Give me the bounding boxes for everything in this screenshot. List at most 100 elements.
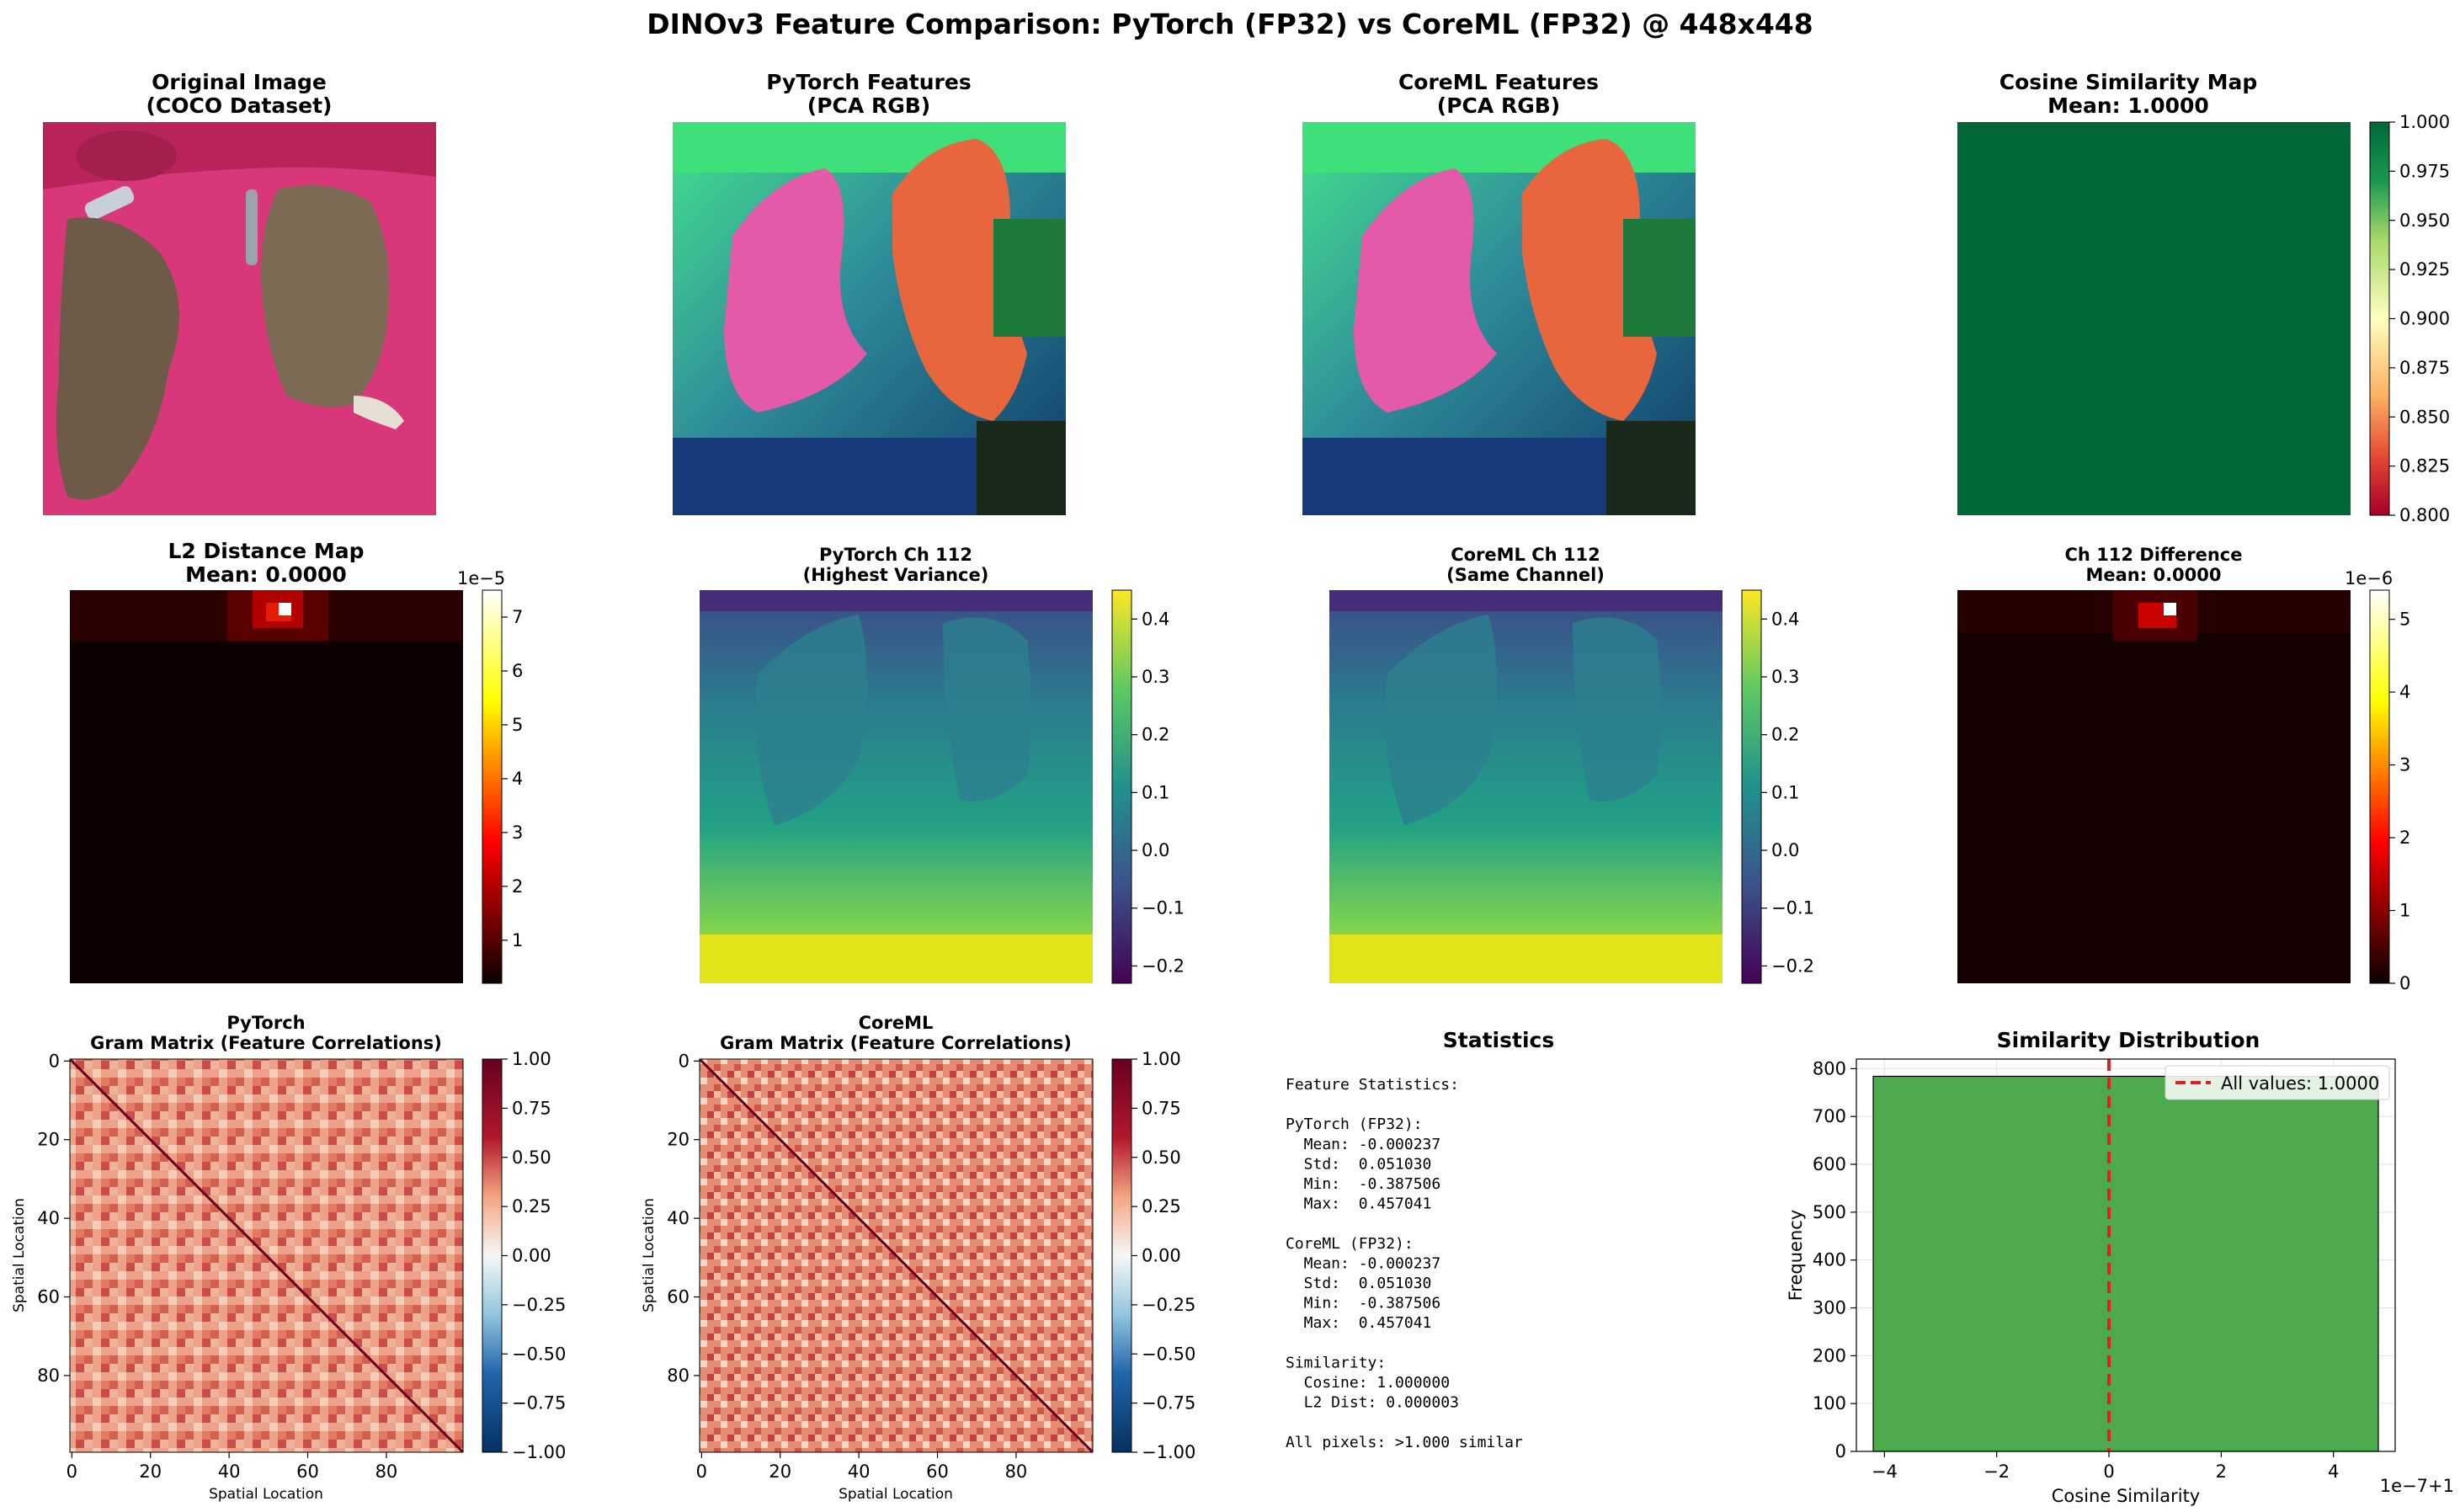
y-tick-label: 600 <box>1813 1154 1846 1174</box>
panel-pytorch-pca: PyTorch Features (PCA RGB) <box>673 70 1066 515</box>
colorbar-tick-label: 0.950 <box>2399 210 2450 231</box>
y-tick-label: 0 <box>679 1051 690 1071</box>
colorbar-tick-label: 2 <box>512 876 523 897</box>
x-axis-label: Cosine Similarity <box>2052 1486 2200 1506</box>
colorbar-tick-label: 2 <box>2399 828 2410 848</box>
panel-pytorch-ch112: PyTorch Ch 112 (Highest Variance) −0.2−0… <box>700 545 1185 984</box>
colorbar-tick-label: 1 <box>2399 901 2410 921</box>
panel-subtitle: Gram Matrix (Feature Correlations) <box>90 1033 442 1053</box>
panel-title: L2 Distance Map <box>168 539 365 563</box>
statistics-line: Mean: -0.000237 <box>1286 1136 1440 1153</box>
colorbar-tick-label: 0.1 <box>1142 782 1169 802</box>
colorbar-ticks: −0.2 −0.1 0.0 0.1 0.2 0.3 0.4 <box>1131 609 1185 976</box>
x-tick-label: 60 <box>926 1461 949 1482</box>
panel-title: Similarity Distribution <box>1997 1028 2260 1052</box>
colorbar-tick-label: −1.00 <box>512 1442 566 1462</box>
panel-title: PyTorch Features <box>766 70 971 94</box>
y-axis-label: Spatial Location <box>641 1198 658 1312</box>
y-axis-label: Frequency <box>1786 1210 1806 1302</box>
colorbar-ticks: 0.800 0.825 0.850 0.875 0.900 0.925 0.950 0.975… <box>2389 112 2450 525</box>
panel-subtitle: Mean: 0.0000 <box>2085 565 2221 585</box>
gram-diagonal <box>698 1057 1094 1454</box>
colorbar-tick-label: 0.825 <box>2399 456 2450 476</box>
panel-similarity-distribution: Similarity Distribution 0 100 200 300 400 500… <box>1786 1028 2454 1506</box>
colorbar-tick-label: 0.3 <box>1142 667 1169 687</box>
colorbar-tick-label: 1.00 <box>512 1049 551 1069</box>
statistics-line: Std: 0.051030 <box>1286 1155 1431 1173</box>
y-tick-label: 0 <box>49 1051 60 1071</box>
y-tick-label: 700 <box>1813 1106 1846 1126</box>
pca-image <box>673 122 1066 515</box>
statistics-line: Min: -0.387506 <box>1286 1295 1440 1312</box>
colorbar-ticks: 1.00 0.75 0.50 0.25 0.00 −0.25 −0.50 −0.75 −1.00 <box>502 1049 566 1462</box>
colorbar-tick-label: 3 <box>2399 755 2410 775</box>
colorbar-tick-label: 0.1 <box>1771 782 1799 802</box>
hist-frame <box>1856 1058 2396 1452</box>
y-tick-label: 100 <box>1813 1393 1846 1414</box>
colorbar-tick-label: 0.25 <box>512 1196 551 1217</box>
panel-ch112-difference: Ch 112 Difference Mean: 0.0000 1e−6 0 1 2 3… <box>1957 545 2410 993</box>
colorbar-tick-label: 1.000 <box>2399 112 2450 132</box>
y-tick-label: 0 <box>1835 1441 1846 1461</box>
colorbar-tick-label: 0.800 <box>2399 505 2450 525</box>
statistics-line: All pixels: >1.000 similar <box>1286 1434 1523 1451</box>
panel-subtitle: (COCO Dataset) <box>146 93 333 118</box>
panel-gram-pytorch: PyTorch Gram Matrix (Feature Correlation… <box>11 1013 566 1503</box>
y-tick-label: 20 <box>667 1130 690 1150</box>
y-tick-label: 80 <box>37 1366 60 1386</box>
channel-heatmap <box>1329 590 1723 983</box>
colorbar-tick-label: 0.2 <box>1142 725 1169 745</box>
panel-subtitle: Mean: 0.0000 <box>185 562 347 587</box>
colorbar-tick-label: 5 <box>2399 610 2410 630</box>
panel-subtitle: (Highest Variance) <box>803 565 989 585</box>
x-tick-label: 20 <box>769 1461 791 1482</box>
panel-title: Original Image <box>152 70 327 94</box>
statistics-line: Max: 0.457041 <box>1286 1195 1431 1213</box>
l2-heatmap <box>70 590 463 983</box>
panel-gram-coreml: CoreML Gram Matrix (Feature Correlations… <box>641 1013 1195 1503</box>
colorbar-tick-label: 0.00 <box>512 1246 551 1266</box>
x-tick-label: 2 <box>2216 1461 2227 1482</box>
panel-title: CoreML <box>859 1013 934 1033</box>
panel-cosine-similarity: Cosine Similarity Map Mean: 1.0000 0.800… <box>1957 70 2450 525</box>
colorbar-tick-label: −0.75 <box>1142 1393 1195 1414</box>
statistics-line: PyTorch (FP32): <box>1286 1115 1423 1133</box>
hist-ticks: 0 100 200 300 400 500 600 700 800 −4 −2 0 2 4 <box>1813 1058 2339 1482</box>
colorbar-tick-label: 0.50 <box>1142 1147 1181 1168</box>
statistics-line: L2 Dist: 0.000003 <box>1286 1394 1459 1412</box>
panel-coreml-ch112: CoreML Ch 112 (Same Channel) −0.2 −0.1 0.0… <box>1329 545 1814 984</box>
colorbar <box>1111 1058 1132 1453</box>
panel-subtitle: (PCA RGB) <box>807 93 930 118</box>
colorbar-tick-label: 4 <box>512 769 523 789</box>
x-tick-label: 0 <box>67 1461 77 1482</box>
colorbar-tick-label: 0.75 <box>1142 1098 1181 1118</box>
x-tick-label: 0 <box>696 1461 707 1482</box>
colorbar-tick-label: −0.1 <box>1771 898 1814 918</box>
panel-subtitle: (Same Channel) <box>1446 565 1605 585</box>
colorbar-tick-label: 0.975 <box>2399 161 2450 181</box>
panel-title: PyTorch Ch 112 <box>819 545 972 565</box>
colorbar <box>2369 121 2390 516</box>
x-tick-label: 20 <box>139 1461 162 1482</box>
panel-statistics: Statistics Feature Statistics: PyTorch (F… <box>1286 1028 1554 1451</box>
colorbar-tick-label: 0.4 <box>1771 609 1799 629</box>
gram-axis-ticks: 0 0 20 20 40 40 60 60 80 80 <box>667 1051 1027 1482</box>
x-tick-label: 40 <box>848 1461 871 1482</box>
panel-subtitle: (PCA RGB) <box>1437 93 1560 118</box>
colorbar-tick-label: 0.2 <box>1771 725 1799 745</box>
panel-title: Cosine Similarity Map <box>1999 70 2258 94</box>
difference-heatmap <box>1957 590 2351 983</box>
statistics-line: Mean: -0.000237 <box>1286 1254 1440 1272</box>
statistics-line: Similarity: <box>1286 1354 1386 1371</box>
statistics-line: Min: -0.387506 <box>1286 1175 1440 1193</box>
x-tick-label: 80 <box>1005 1461 1028 1482</box>
colorbar-tick-label: 6 <box>512 661 523 681</box>
colorbar-tick-label: −0.50 <box>512 1344 566 1364</box>
x-tick-label: 60 <box>296 1461 319 1482</box>
colorbar-tick-label: 0.3 <box>1771 667 1799 687</box>
x-tick-label: −2 <box>1983 1461 2010 1482</box>
hist-bars <box>1872 1075 2379 1452</box>
colorbar-tick-label: 5 <box>512 715 523 735</box>
figure-suptitle: DINOv3 Feature Comparison: PyTorch (FP32… <box>647 8 1813 40</box>
